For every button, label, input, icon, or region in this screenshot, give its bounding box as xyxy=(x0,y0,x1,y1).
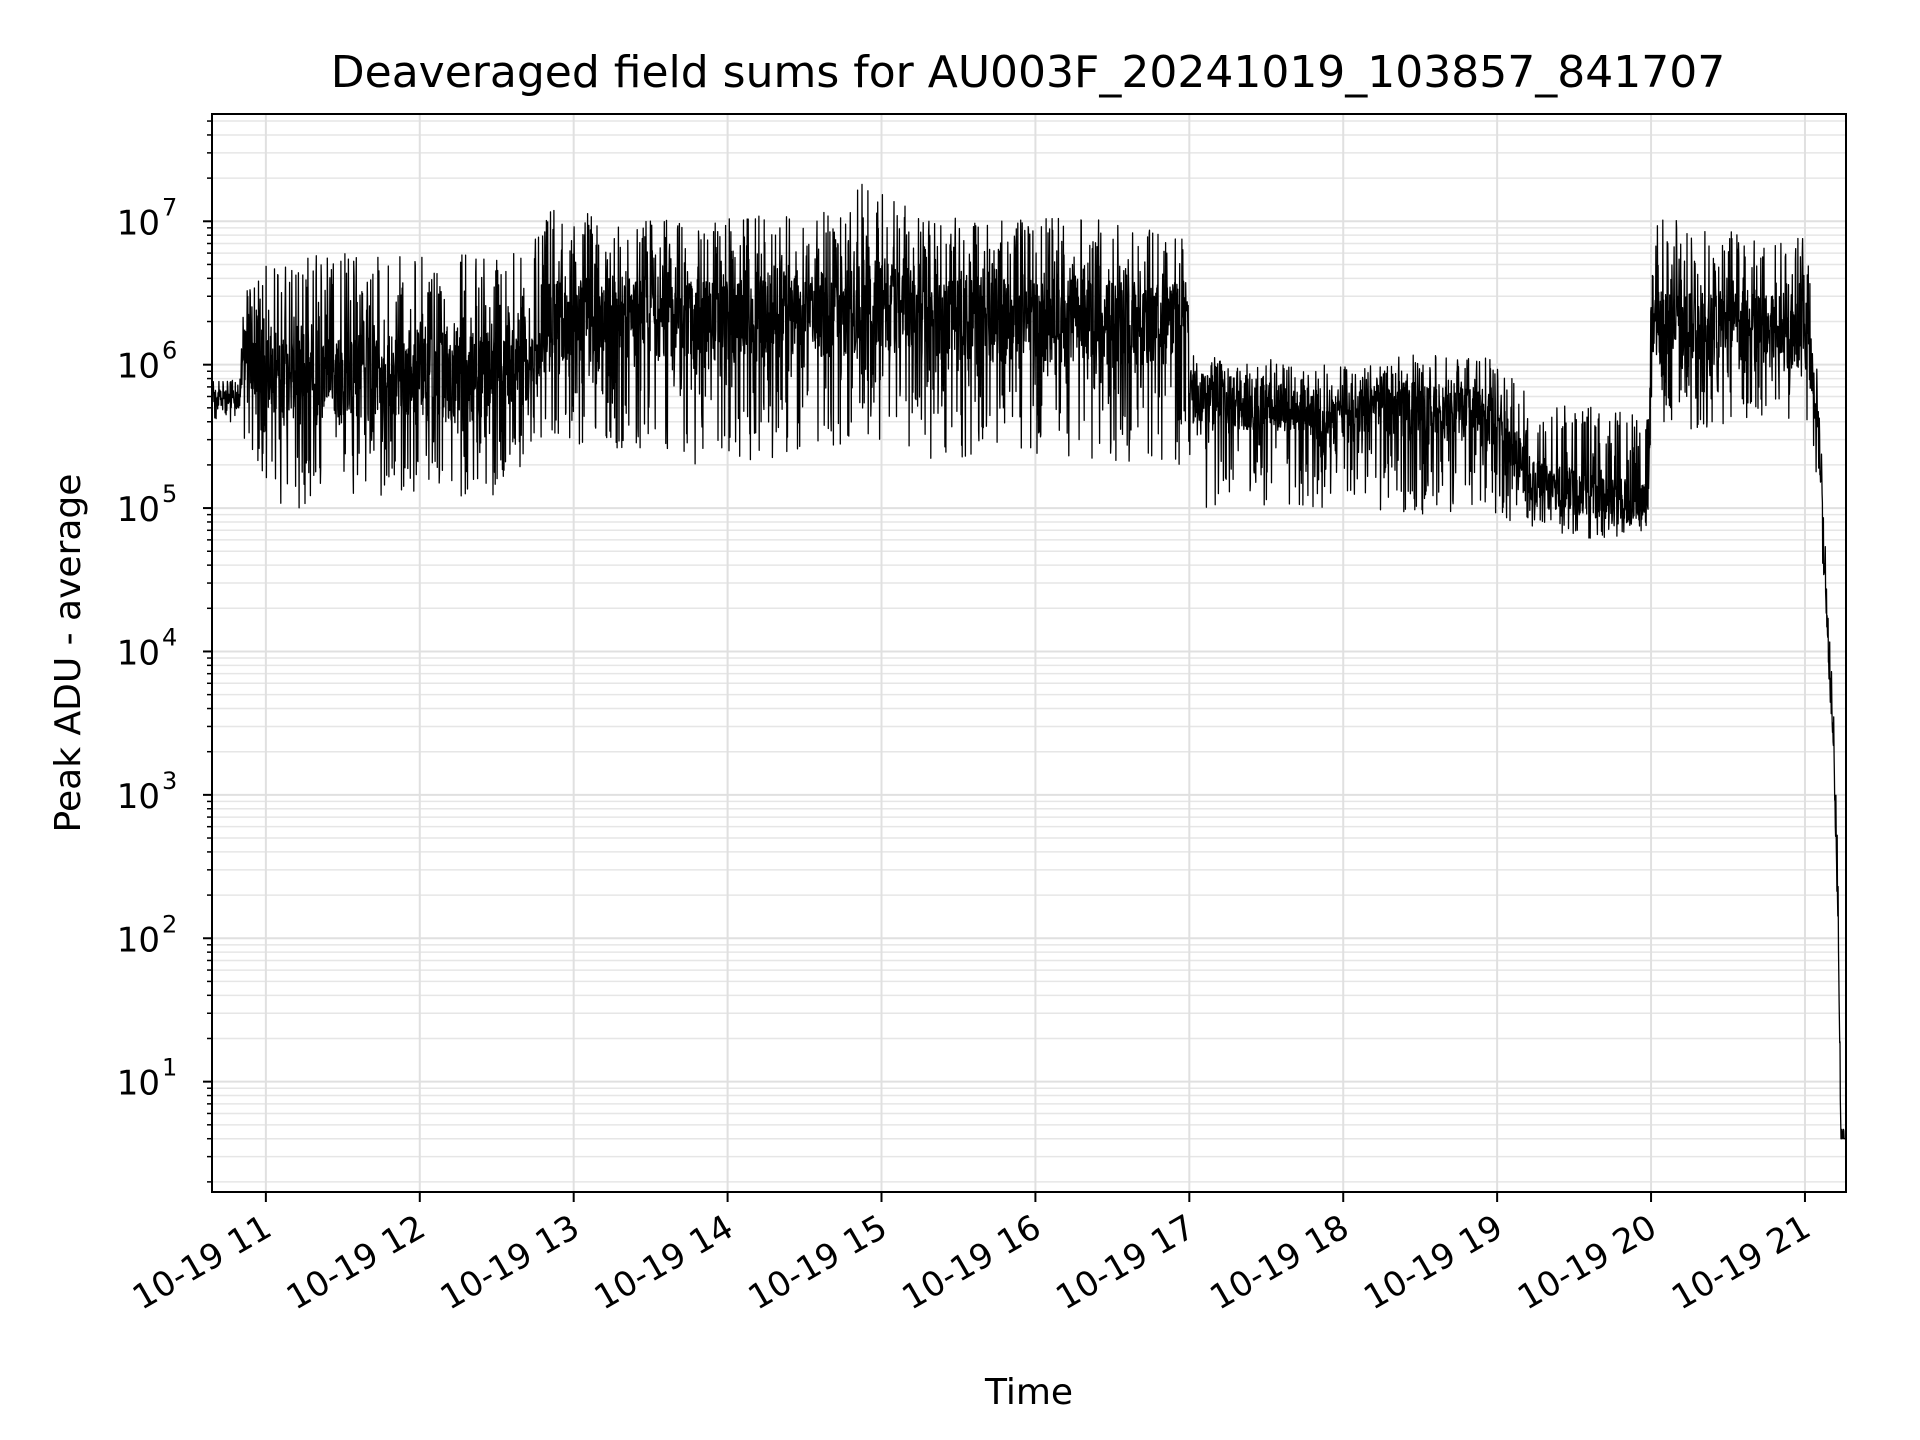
y-tick-label: 10 xyxy=(117,203,160,243)
y-tick-exponent: 3 xyxy=(162,767,177,795)
series-line xyxy=(211,183,1847,1140)
y-axis-label: Peak ADU - average xyxy=(48,474,89,833)
axes-frame xyxy=(211,113,1847,1193)
y-tick-label: 10 xyxy=(117,490,160,530)
y-tick-exponent: 2 xyxy=(162,910,177,938)
plot-area xyxy=(211,183,1847,1140)
y-tick-exponent: 6 xyxy=(162,337,177,365)
y-tick-label: 10 xyxy=(117,777,160,817)
y-tick-label: 10 xyxy=(117,633,160,673)
y-tick-exponent: 7 xyxy=(162,193,177,221)
chart-title: Deaveraged field sums for AU003F_2024101… xyxy=(331,47,1725,98)
y-tick-exponent: 4 xyxy=(162,623,177,651)
y-tick-label: 10 xyxy=(117,347,160,387)
y-tick-exponent: 5 xyxy=(162,480,177,508)
y-tick-label: 10 xyxy=(117,920,160,960)
grid xyxy=(212,114,1846,1192)
y-tick-label: 10 xyxy=(117,1064,160,1104)
x-axis-label: Time xyxy=(984,1372,1073,1413)
y-tick-exponent: 1 xyxy=(162,1054,177,1082)
